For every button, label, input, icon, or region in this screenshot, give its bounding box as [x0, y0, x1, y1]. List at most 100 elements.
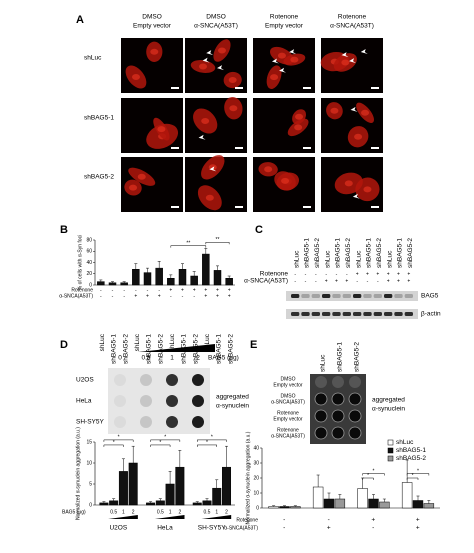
arrow — [352, 193, 360, 199]
significance-label: * — [412, 473, 414, 479]
y-tick-label: 0 — [256, 505, 259, 511]
dose-label: 0 — [118, 355, 122, 362]
sign: - — [123, 293, 125, 299]
arrow — [209, 166, 217, 172]
sign: + — [169, 287, 172, 293]
dose-label: 2 — [196, 355, 200, 362]
blot-dot — [192, 416, 204, 428]
dose-label: 0.5 — [141, 355, 150, 362]
bar — [423, 503, 435, 509]
sign: + — [204, 293, 207, 299]
cell-nucleus — [361, 109, 370, 116]
arrow — [206, 50, 214, 56]
row-label: Rotenone — [236, 517, 258, 523]
condition-label: Empty vector — [273, 416, 303, 422]
significance-label: * — [206, 440, 208, 446]
significance-label: * — [373, 468, 375, 474]
cell-nucleus — [217, 47, 226, 54]
sign: + — [158, 293, 161, 299]
bar — [97, 281, 105, 286]
scale-bar — [371, 206, 379, 208]
x-tick-label: 1 — [215, 509, 218, 515]
bar — [412, 500, 424, 509]
x-tick-label: shBAG5-2 — [157, 334, 164, 364]
blot-dot — [192, 395, 204, 407]
lane-label: shBAG5-1 — [397, 238, 404, 268]
blot-dot — [140, 374, 152, 386]
cell-nucleus — [264, 166, 273, 173]
cell-nucleus — [354, 133, 363, 140]
blot-band — [394, 312, 403, 316]
y-tick-label: 20 — [86, 271, 92, 277]
blot-band — [363, 294, 372, 298]
x-axis-label: BAG5 (μg) — [62, 509, 86, 515]
x-tick-label: 2 — [178, 509, 181, 515]
sign: - — [346, 271, 348, 277]
bar — [290, 506, 301, 509]
sign: + — [407, 278, 410, 284]
bar — [167, 278, 175, 286]
bar — [155, 500, 165, 506]
row-label: Rotenone — [71, 287, 93, 293]
blot-dot — [140, 395, 152, 407]
significance-label: * — [417, 468, 419, 474]
bar — [178, 269, 187, 286]
arrow — [279, 67, 287, 73]
panel-label: D — [60, 339, 68, 351]
blot-band — [301, 312, 310, 316]
sign: - — [112, 293, 114, 299]
y-axis-label: Normalized α-synuclein aggregation (a.u.… — [75, 427, 81, 520]
lane-label: shBAG5-2 — [314, 238, 321, 268]
sign: + — [228, 287, 231, 293]
sign: - — [294, 278, 296, 284]
x-tick-label: 0.5 — [157, 509, 164, 515]
sign: + — [325, 278, 328, 284]
y-tick-label: 40 — [253, 445, 259, 451]
bar — [334, 498, 346, 509]
sign: + — [228, 293, 231, 299]
significance-bracket — [196, 444, 218, 447]
lane-label: shBAG5-2 — [345, 238, 352, 268]
panel-label: A — [76, 14, 84, 26]
blot-dot — [166, 416, 178, 428]
panel-label: E — [250, 339, 257, 351]
blot-band — [342, 294, 351, 298]
cell-nucleus — [294, 124, 303, 131]
blot-strip — [286, 309, 418, 319]
sign: - — [283, 517, 285, 524]
significance-label: ** — [186, 240, 190, 246]
significance-bracket — [362, 477, 374, 480]
x-tick-label: 2 — [225, 509, 228, 515]
bar — [279, 506, 290, 509]
y-tick-label: 10 — [86, 460, 92, 466]
sign: - — [356, 278, 358, 284]
cell-nucleus — [131, 74, 140, 81]
bar — [222, 466, 232, 506]
cell-nucleus — [341, 59, 350, 66]
scale-bar — [171, 147, 179, 149]
sign: + — [327, 525, 331, 532]
dose-wedge — [138, 344, 215, 352]
column-header: DMSO — [206, 14, 226, 21]
blot-band — [311, 294, 320, 298]
group-label: U2OS — [109, 525, 127, 532]
condition-label: DMSO — [281, 376, 296, 382]
sign: - — [328, 517, 330, 524]
x-tick-label: shLuc — [204, 333, 211, 351]
cell-nucleus — [137, 173, 146, 180]
cell-nucleus — [229, 105, 238, 112]
blot-band — [404, 294, 413, 298]
y-tick-label: 80 — [86, 237, 92, 243]
y-tick-label: 60 — [86, 249, 92, 255]
blot-band — [332, 294, 341, 298]
legend-swatch — [387, 455, 394, 462]
bar — [99, 502, 109, 506]
y-tick-label: 10 — [253, 490, 259, 496]
blot-dot — [114, 416, 126, 428]
bar — [379, 501, 390, 509]
blot-dot — [331, 392, 345, 406]
arrow — [202, 57, 210, 63]
bar — [357, 488, 368, 509]
significance-bracket — [406, 473, 430, 476]
column-header: Rotenone — [338, 14, 367, 21]
